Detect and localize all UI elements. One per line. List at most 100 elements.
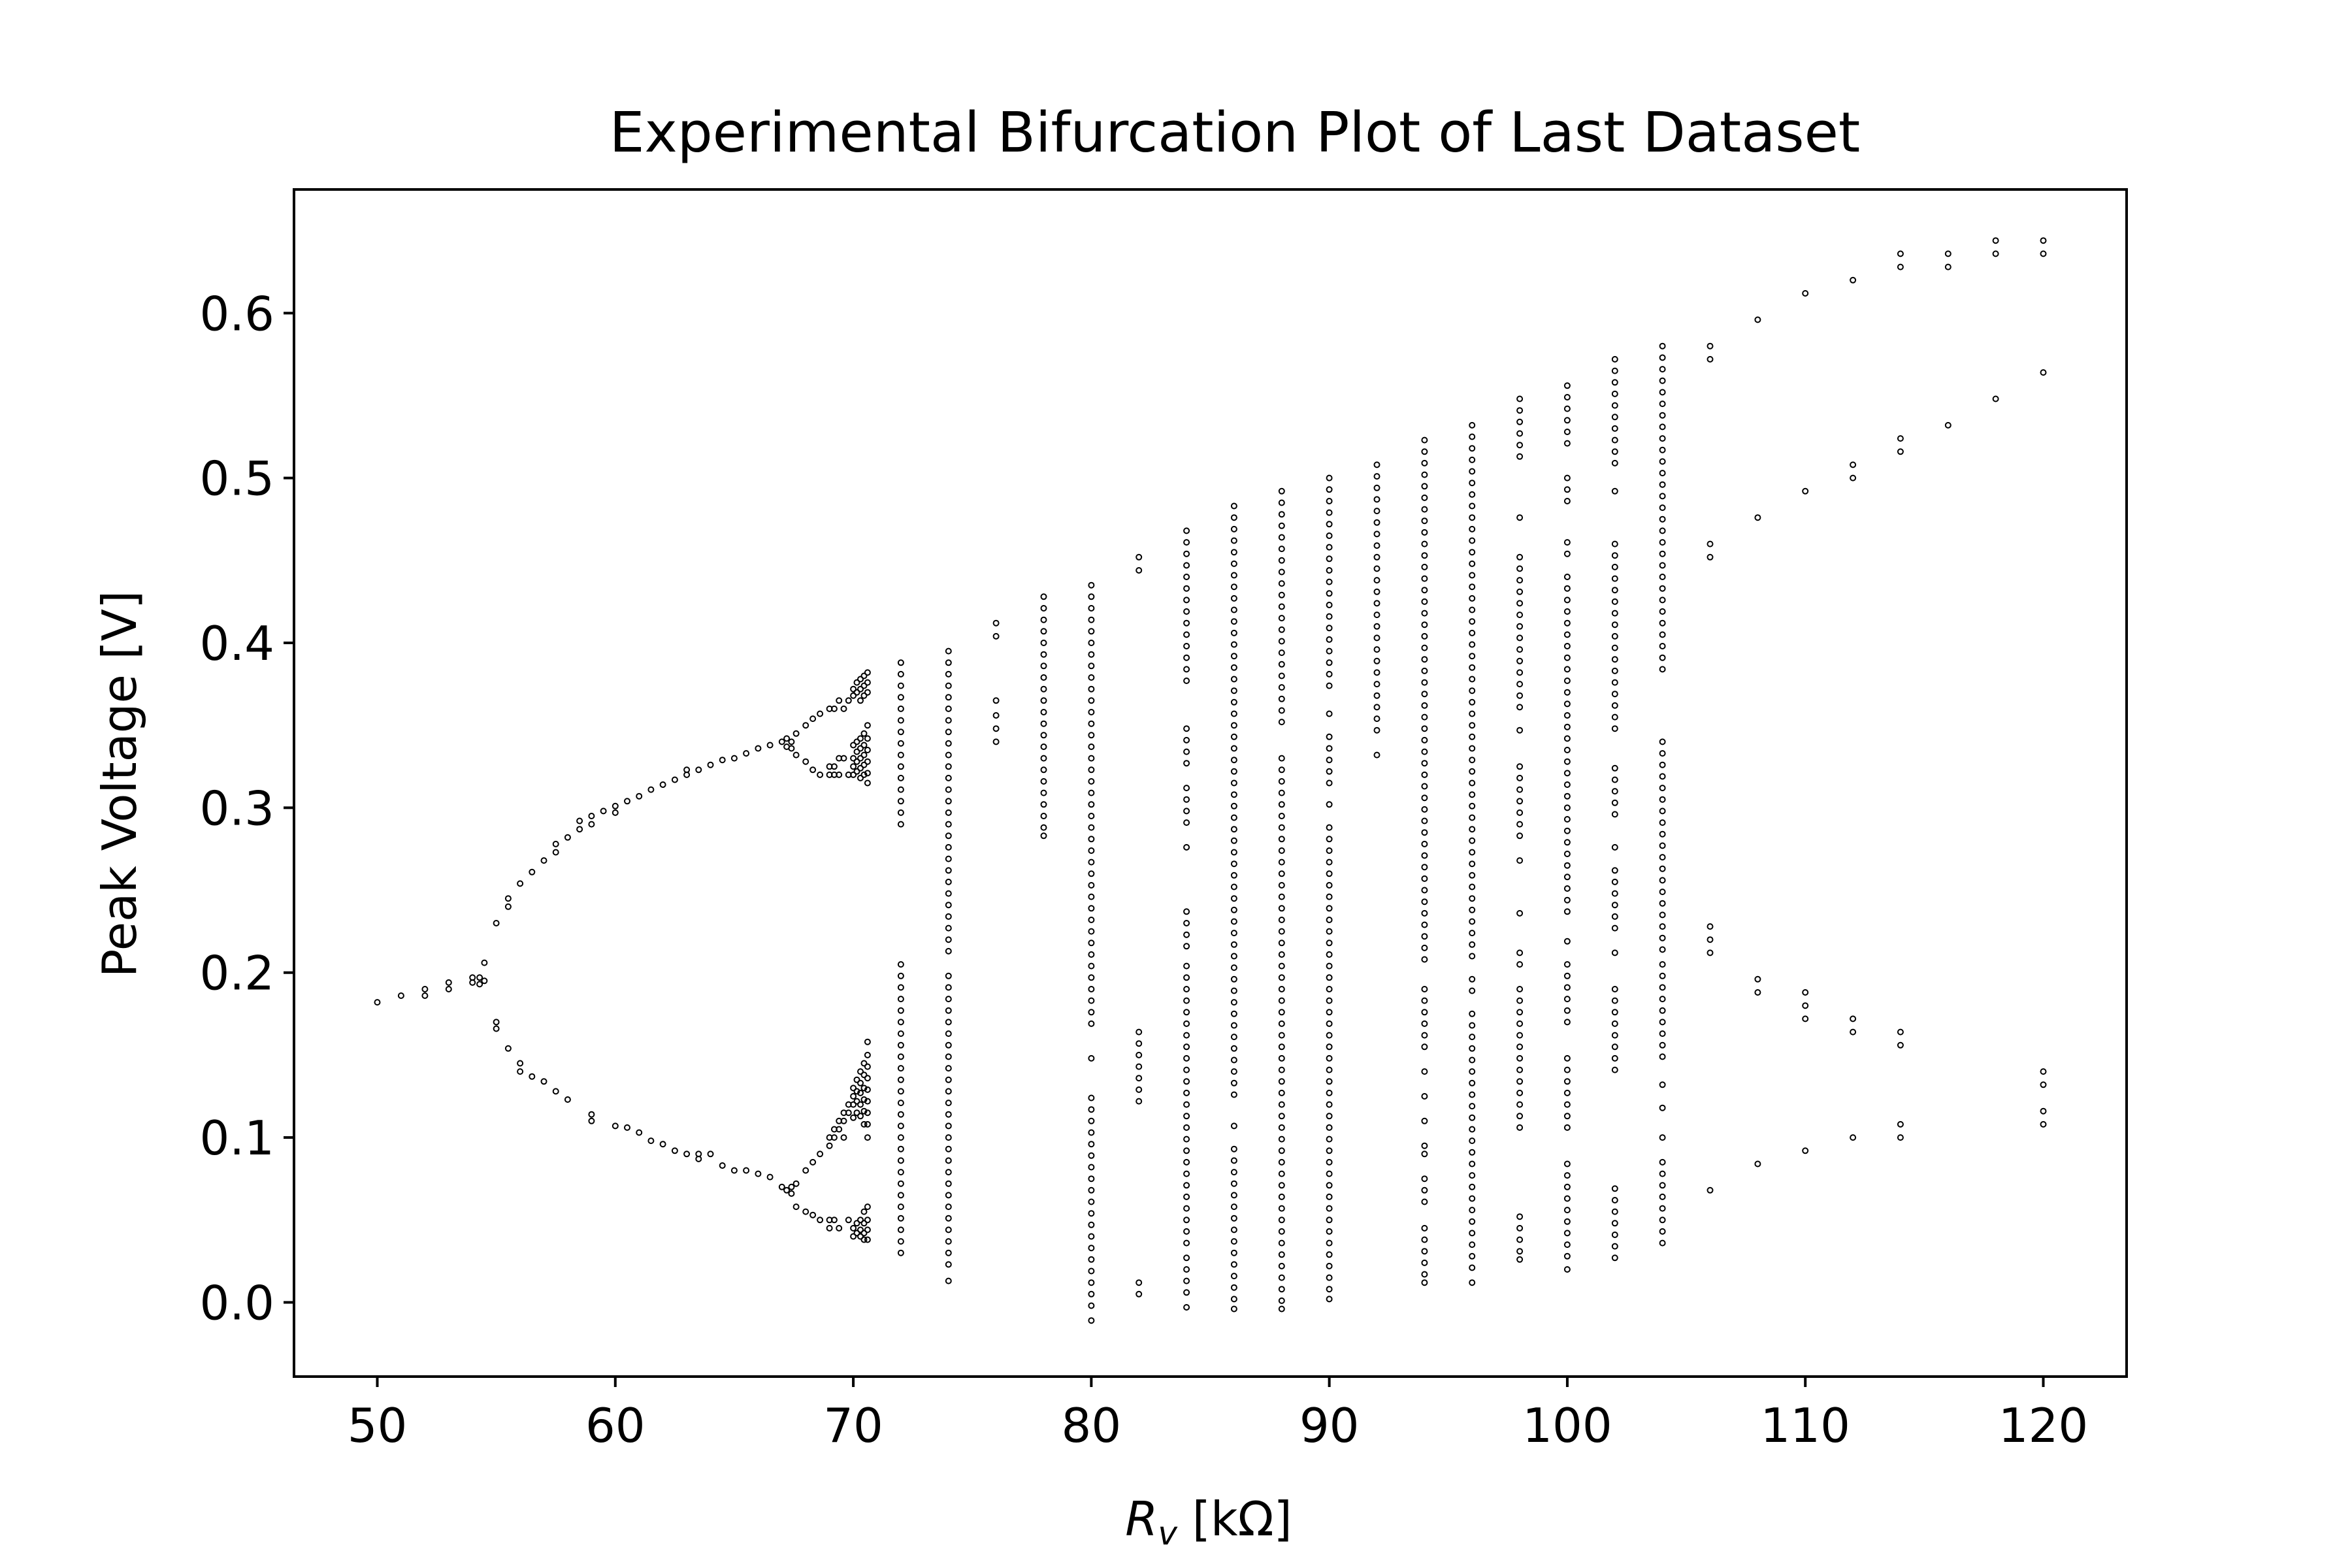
data-point bbox=[1373, 553, 1380, 561]
data-point bbox=[1088, 674, 1095, 681]
data-point bbox=[864, 1226, 871, 1233]
data-point bbox=[1135, 1063, 1143, 1070]
data-point bbox=[1707, 949, 1714, 956]
data-point bbox=[1421, 1068, 1428, 1075]
data-point bbox=[1278, 487, 1285, 495]
data-point bbox=[1278, 1217, 1285, 1224]
data-point bbox=[445, 979, 452, 986]
data-point bbox=[1183, 1066, 1190, 1073]
data-point bbox=[1278, 1158, 1285, 1166]
data-point bbox=[897, 1226, 904, 1233]
data-point bbox=[1135, 1075, 1143, 1082]
data-point bbox=[1563, 643, 1571, 649]
data-point bbox=[1659, 481, 1666, 488]
data-point bbox=[860, 771, 868, 778]
data-point bbox=[1183, 997, 1190, 1004]
data-point bbox=[1469, 572, 1476, 579]
data-point bbox=[1850, 461, 1857, 468]
data-point bbox=[1563, 1183, 1571, 1190]
data-point bbox=[1563, 1266, 1571, 1273]
data-point bbox=[1563, 1007, 1571, 1014]
data-point bbox=[1230, 1010, 1237, 1017]
data-point bbox=[1659, 527, 1666, 534]
data-point bbox=[1230, 1169, 1237, 1176]
data-point bbox=[1278, 917, 1285, 923]
data-point bbox=[1183, 1158, 1190, 1166]
data-point bbox=[1659, 1134, 1666, 1141]
data-point bbox=[1563, 700, 1571, 708]
data-point bbox=[857, 755, 864, 762]
data-point bbox=[992, 619, 1000, 627]
data-point bbox=[1230, 1273, 1237, 1280]
data-point bbox=[1278, 778, 1285, 785]
data-point bbox=[853, 758, 860, 765]
data-point bbox=[1421, 691, 1428, 698]
data-point bbox=[1088, 1009, 1095, 1016]
data-point bbox=[1659, 377, 1666, 384]
data-point bbox=[1230, 837, 1237, 844]
data-point bbox=[1659, 1217, 1666, 1224]
data-point bbox=[1326, 1124, 1333, 1131]
data-point bbox=[1088, 616, 1095, 623]
data-point bbox=[1421, 483, 1428, 490]
data-point bbox=[1516, 681, 1524, 688]
data-point bbox=[1278, 997, 1285, 1004]
data-point bbox=[1373, 565, 1380, 572]
data-point bbox=[1088, 1233, 1095, 1240]
data-point bbox=[897, 1249, 904, 1256]
data-point bbox=[671, 1147, 678, 1154]
data-point bbox=[1611, 878, 1618, 885]
data-point bbox=[1088, 628, 1095, 635]
data-point bbox=[1183, 1147, 1190, 1154]
data-point bbox=[1516, 832, 1524, 840]
data-point bbox=[1611, 843, 1618, 851]
data-point bbox=[1278, 1066, 1285, 1073]
data-point bbox=[1230, 814, 1237, 821]
data-point bbox=[1040, 697, 1047, 704]
data-point bbox=[1278, 499, 1285, 506]
data-point bbox=[1040, 813, 1047, 819]
data-point bbox=[1326, 1101, 1333, 1108]
data-point bbox=[1183, 1289, 1190, 1296]
data-point bbox=[1611, 610, 1618, 617]
data-point bbox=[864, 679, 871, 686]
data-point bbox=[1421, 448, 1428, 455]
data-point bbox=[1373, 461, 1380, 468]
data-point bbox=[2040, 237, 2047, 244]
data-point bbox=[1516, 430, 1524, 437]
data-point bbox=[945, 1041, 952, 1049]
data-point bbox=[1563, 1113, 1571, 1120]
data-point bbox=[1802, 487, 1809, 495]
data-point bbox=[1563, 1101, 1571, 1108]
data-point bbox=[636, 1129, 643, 1136]
data-point bbox=[836, 771, 843, 778]
data-point bbox=[1563, 1089, 1571, 1096]
data-point bbox=[1897, 1134, 1904, 1141]
data-point bbox=[1278, 684, 1285, 691]
data-point bbox=[1469, 1126, 1476, 1133]
data-point bbox=[1563, 417, 1571, 424]
data-point bbox=[1659, 996, 1666, 1003]
data-point bbox=[1040, 685, 1047, 693]
data-point bbox=[1563, 712, 1571, 719]
data-point bbox=[1563, 1124, 1571, 1131]
data-point bbox=[1326, 1182, 1333, 1189]
data-point bbox=[1421, 506, 1428, 513]
data-point bbox=[1563, 984, 1571, 991]
data-point bbox=[1659, 562, 1666, 569]
data-point bbox=[766, 1173, 774, 1181]
data-point bbox=[992, 632, 1000, 640]
data-point bbox=[504, 1045, 512, 1052]
data-point bbox=[897, 972, 904, 979]
data-point bbox=[1088, 870, 1095, 877]
data-point bbox=[1183, 643, 1190, 649]
data-point bbox=[1326, 567, 1333, 574]
data-point bbox=[1944, 263, 1952, 270]
data-point bbox=[857, 676, 864, 683]
data-point bbox=[1040, 743, 1047, 750]
data-point bbox=[1469, 491, 1476, 498]
data-point bbox=[1421, 1043, 1428, 1051]
data-point bbox=[1563, 862, 1571, 869]
data-point bbox=[1563, 1066, 1571, 1073]
data-point bbox=[1183, 527, 1190, 534]
